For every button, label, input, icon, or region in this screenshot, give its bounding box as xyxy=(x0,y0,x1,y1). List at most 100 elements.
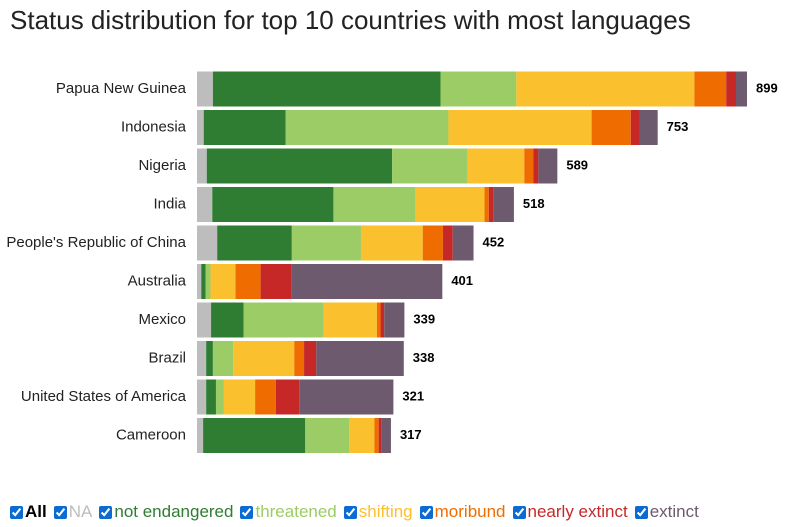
bar-segment xyxy=(197,379,207,415)
bar-segment xyxy=(275,379,300,415)
bar-segment xyxy=(484,187,489,222)
bar-segment xyxy=(440,71,517,107)
bar-segment xyxy=(197,225,218,261)
checkbox[interactable] xyxy=(240,505,254,519)
bar-segment xyxy=(215,379,224,415)
bar-segment xyxy=(294,341,305,376)
bar-segment xyxy=(333,187,416,222)
total-label: 317 xyxy=(400,427,422,442)
bar-segment xyxy=(630,110,640,145)
bar-segment xyxy=(378,418,382,453)
bar-segment xyxy=(197,110,204,145)
legend-label: NA xyxy=(68,502,93,521)
legend-label: not endangered xyxy=(114,502,234,521)
bar-segment xyxy=(392,148,468,184)
checkbox[interactable] xyxy=(634,505,648,519)
total-label: 452 xyxy=(483,234,505,249)
bar-segment xyxy=(639,110,658,145)
total-label: 321 xyxy=(402,388,424,403)
y-tick-label: Papua New Guinea xyxy=(56,80,187,97)
legend-label: threatened xyxy=(255,502,337,521)
legend-item[interactable]: moribund xyxy=(419,502,506,522)
y-tick-label: Brazil xyxy=(148,349,186,366)
checkbox[interactable] xyxy=(512,505,526,519)
bar-segment xyxy=(694,71,727,107)
bar-segment xyxy=(243,302,324,338)
bar-segment xyxy=(235,264,261,299)
y-tick-label: Indonesia xyxy=(121,118,187,135)
legend-label: shifting xyxy=(358,502,413,521)
checkbox[interactable] xyxy=(53,505,67,519)
y-tick-label: India xyxy=(153,195,186,212)
bar-segment xyxy=(349,418,375,453)
bar-segment xyxy=(285,110,449,145)
y-tick-label: Mexico xyxy=(138,311,186,328)
bar-segment xyxy=(206,379,216,415)
bar-segment xyxy=(304,341,317,376)
bar-segment xyxy=(260,264,292,299)
bar-segment xyxy=(415,187,485,222)
bar-segment xyxy=(197,148,207,184)
total-label: 753 xyxy=(667,119,689,134)
bar-segment xyxy=(524,148,534,184)
legend: All NA not endangered threatened shifting mo… xyxy=(10,502,706,522)
bar-segment xyxy=(726,71,736,107)
bar-segment xyxy=(591,110,631,145)
bar-segment xyxy=(201,264,206,299)
bar-segment xyxy=(197,341,207,376)
bar-segment xyxy=(197,302,212,338)
bar-segment xyxy=(323,302,377,338)
bar-segment xyxy=(206,148,393,184)
legend-item[interactable]: shifting xyxy=(343,502,413,522)
bar-segment xyxy=(360,225,423,261)
checkbox[interactable] xyxy=(99,505,113,519)
bar-segment xyxy=(205,264,211,299)
bar-segment xyxy=(516,71,695,107)
legend-item[interactable]: All xyxy=(10,502,47,522)
bar-segment xyxy=(376,302,381,338)
bar-segment xyxy=(422,225,443,261)
bar-segment xyxy=(442,225,453,261)
bar-segment xyxy=(197,418,204,453)
y-tick-label: United States of America xyxy=(21,388,187,405)
y-tick-label: Nigeria xyxy=(138,157,186,174)
chart: Status distribution for top 10 countries… xyxy=(6,5,778,453)
bar-segment xyxy=(538,148,558,184)
legend-label: extinct xyxy=(649,502,699,521)
bar-segment xyxy=(448,110,592,145)
bar-segment xyxy=(374,418,379,453)
y-tick-label: People's Republic of China xyxy=(6,234,186,251)
bar-segment xyxy=(299,379,394,415)
checkbox[interactable] xyxy=(343,505,357,519)
bar-segment xyxy=(255,379,276,415)
bar-segment xyxy=(197,264,202,299)
bar-segment xyxy=(223,379,256,415)
bar-segment xyxy=(316,341,404,376)
bar-segment xyxy=(735,71,747,107)
bar-segment xyxy=(212,341,234,376)
bar-segment xyxy=(493,187,514,222)
legend-label: moribund xyxy=(434,502,506,521)
bar-segment xyxy=(212,187,334,222)
bar-segment xyxy=(197,71,213,107)
legend-item[interactable]: not endangered xyxy=(99,502,233,522)
checkbox[interactable] xyxy=(419,505,433,519)
bar-segment xyxy=(206,341,213,376)
legend-item[interactable]: NA xyxy=(53,502,93,522)
bar-segment xyxy=(233,341,295,376)
chart-title: Status distribution for top 10 countries… xyxy=(10,5,691,35)
checkbox[interactable] xyxy=(10,505,23,519)
y-tick-label: Australia xyxy=(128,272,187,289)
bar-segment xyxy=(380,302,385,338)
legend-item[interactable]: threatened xyxy=(240,502,337,522)
legend-item[interactable]: nearly extinct xyxy=(512,502,628,522)
total-label: 899 xyxy=(756,80,778,95)
bar-segment xyxy=(217,225,292,261)
total-label: 339 xyxy=(413,311,435,326)
legend-item[interactable]: extinct xyxy=(634,502,699,522)
bar-segment xyxy=(533,148,539,184)
bar-segment xyxy=(452,225,474,261)
total-label: 338 xyxy=(413,350,435,365)
bar-segment xyxy=(384,302,405,338)
